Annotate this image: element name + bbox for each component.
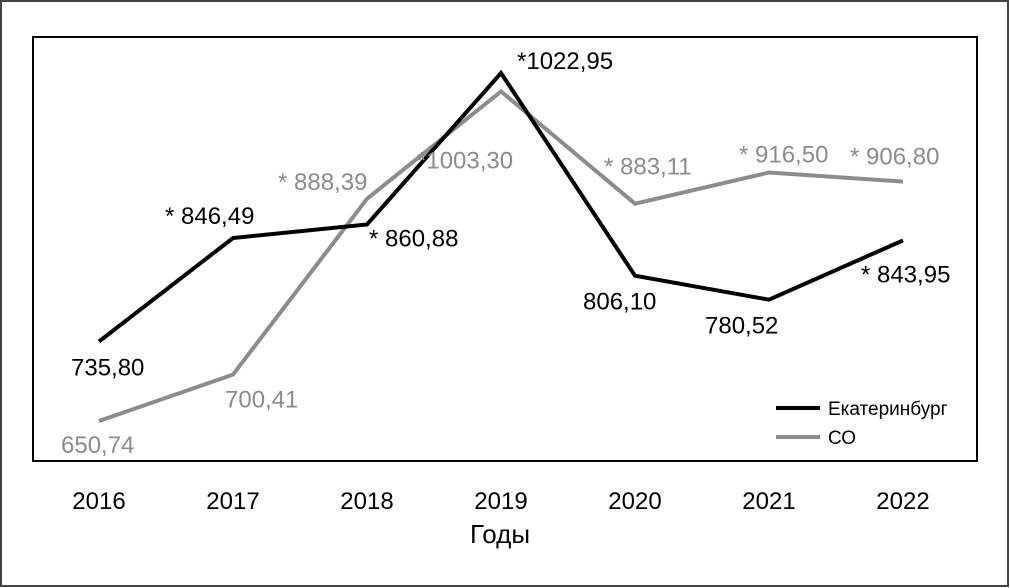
- data-label-ekaterinburg-2021: 780,52: [705, 313, 778, 340]
- data-label-so-2022: * 906,80: [850, 144, 939, 171]
- legend-label-so: СО: [828, 428, 856, 449]
- data-label-so-2017: 700,41: [225, 387, 298, 414]
- x-axis-title: Годы: [470, 519, 530, 549]
- data-label-ekaterinburg-2022: * 843,95: [861, 261, 950, 288]
- series-line-ekaterinburg: [97, 69, 904, 344]
- x-axis-ticks: 2016 2017 2018 2019 2020 2021 2022: [72, 488, 929, 515]
- x-tick-label-2017: 2017: [206, 488, 259, 515]
- data-labels: 735,80 * 846,49 * 860,88 *1022,95 806,10 780,…: [61, 48, 950, 459]
- data-label-ekaterinburg-2019: *1022,95: [517, 48, 613, 75]
- series-lines: [97, 69, 904, 423]
- data-label-so-2019: *1003,30: [417, 147, 513, 174]
- x-tick-label-2019: 2019: [474, 488, 527, 515]
- x-tick-label-2020: 2020: [608, 488, 661, 515]
- legend: Екатеринбург СО: [776, 399, 948, 449]
- x-tick-label-2016: 2016: [72, 488, 125, 515]
- x-tick-label-2018: 2018: [340, 488, 393, 515]
- data-label-so-2018: * 888,39: [278, 169, 367, 196]
- data-label-so-2021: * 916,50: [739, 142, 828, 169]
- data-label-so-2016: 650,74: [61, 432, 134, 459]
- legend-label-ekaterinburg: Екатеринбург: [828, 399, 948, 420]
- data-label-ekaterinburg-2018: * 860,88: [369, 226, 458, 253]
- data-label-ekaterinburg-2020: 806,10: [583, 289, 656, 316]
- data-label-ekaterinburg-2016: 735,80: [71, 354, 144, 381]
- data-label-ekaterinburg-2017: * 846,49: [165, 203, 254, 230]
- data-label-so-2020: * 883,11: [604, 154, 692, 181]
- plot-area: [32, 36, 978, 462]
- x-tick-label-2021: 2021: [742, 488, 795, 515]
- series-line-so: [98, 88, 904, 423]
- x-tick-label-2022: 2022: [876, 488, 929, 515]
